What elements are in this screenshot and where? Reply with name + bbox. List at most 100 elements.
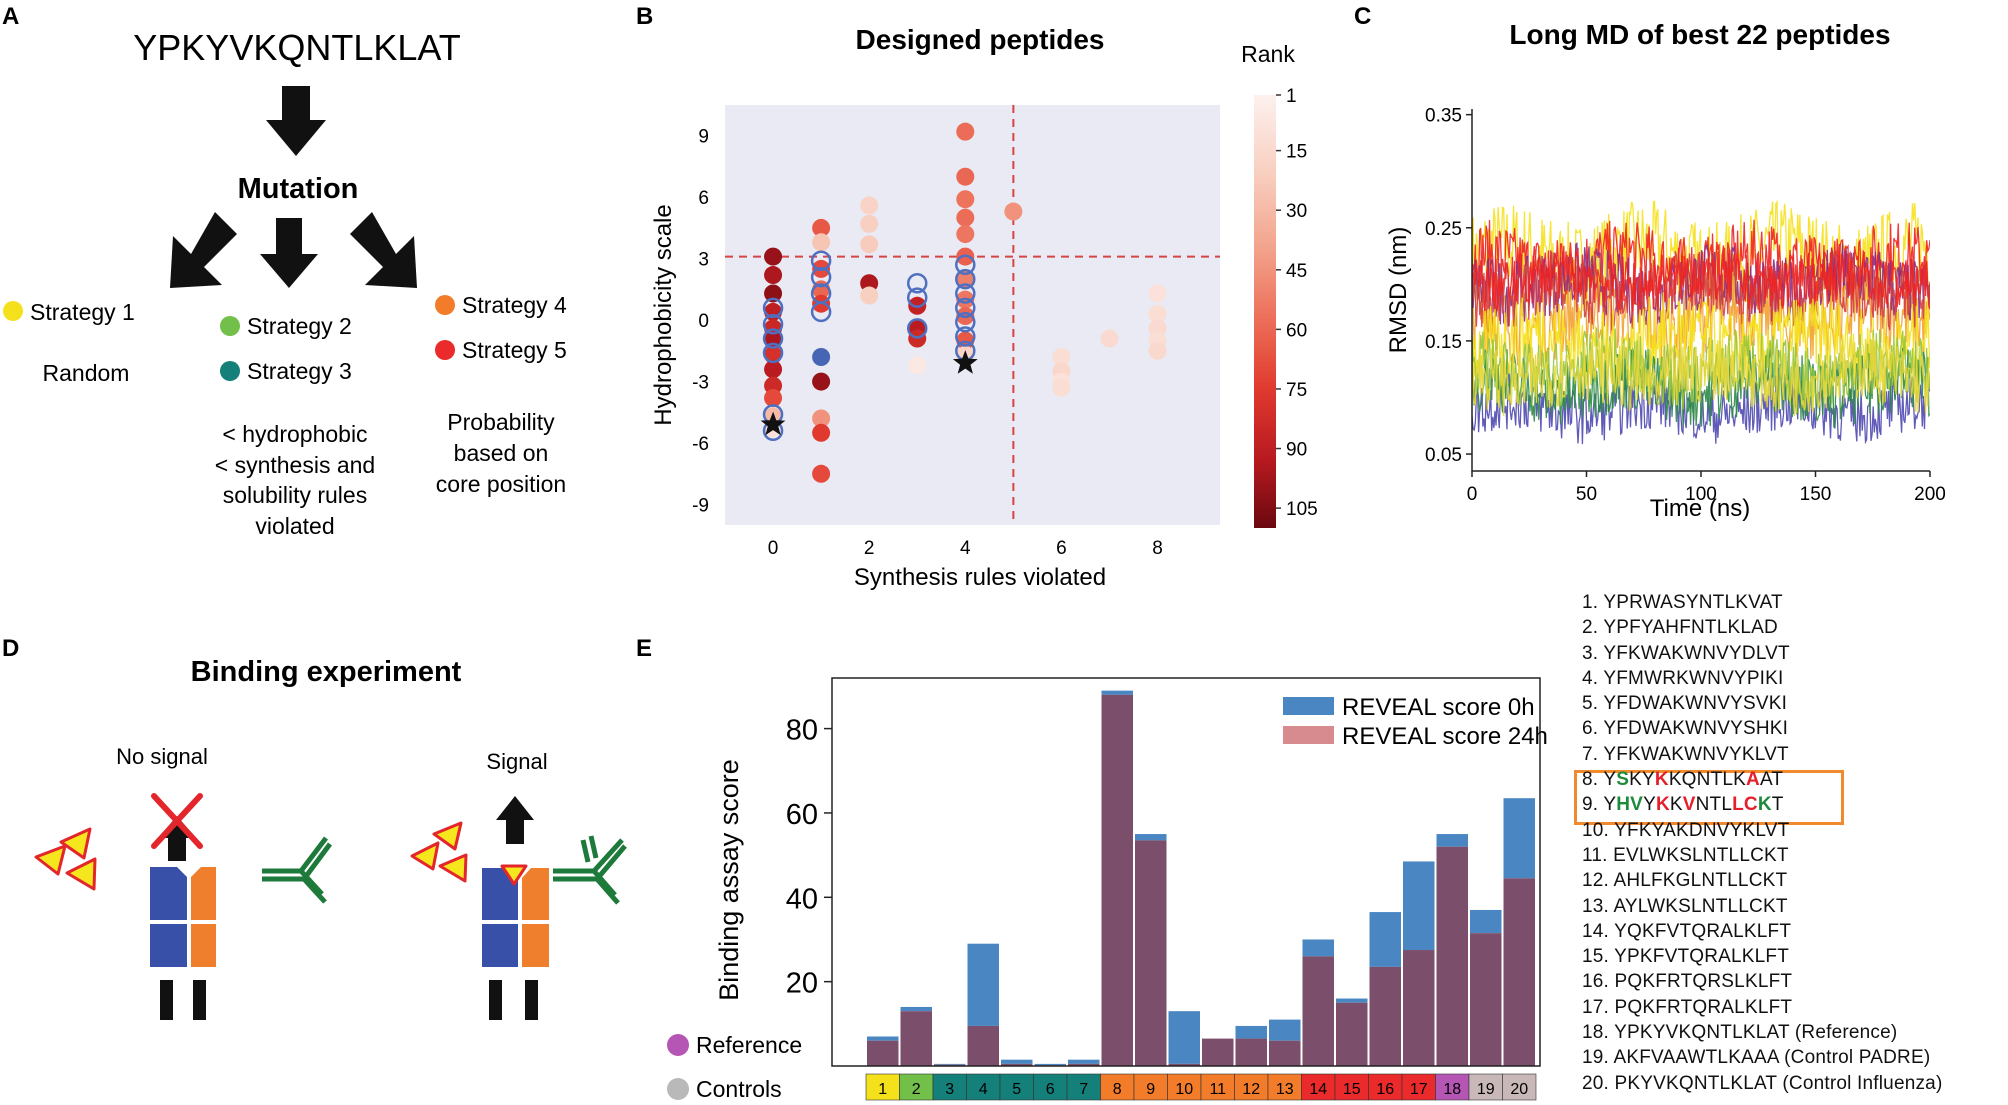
x-tick-label: 8 xyxy=(1152,538,1163,559)
category-swatch xyxy=(1200,1073,1235,1101)
probability-note-line: Probability xyxy=(447,409,555,435)
sequence-segment: 2. YPFYAHFNTLKLAD xyxy=(1582,617,1778,639)
y-tick-label: 80 xyxy=(786,715,818,747)
strategy-2-dot xyxy=(220,316,240,336)
md-x-label: Time (ns) xyxy=(1650,495,1750,522)
scatter-point xyxy=(956,270,975,289)
sequence-segment: 9. Y xyxy=(1582,794,1617,816)
category-swatch xyxy=(966,1073,1001,1101)
antibody-icon xyxy=(262,836,333,904)
y-tick-label: 9 xyxy=(698,127,709,148)
peptide-list-item: 4. YFMWRKWNVYPIKI xyxy=(1582,666,2008,691)
panel-letter-c: C xyxy=(1354,3,1371,30)
category-swatch xyxy=(932,1073,967,1101)
md-series-line xyxy=(1472,243,1930,314)
sequence-segment: 3. YFKWAKWNVYDLVT xyxy=(1582,642,1790,664)
probability-note: Probability based on core position xyxy=(436,409,566,497)
scatter-point-open xyxy=(955,254,976,276)
category-label: 5 xyxy=(1012,1081,1021,1098)
bar-segment xyxy=(1369,912,1401,967)
category-label: 7 xyxy=(1079,1081,1088,1098)
sequence-segment: LC xyxy=(1732,794,1758,816)
scatter-point-open xyxy=(906,318,928,339)
bar-overlap xyxy=(967,1025,999,1066)
peptide-triangles-icon xyxy=(410,821,468,883)
sequence-segment: 17. PQKFRTQRALKLFT xyxy=(1582,996,1793,1018)
antibody-icon xyxy=(553,835,627,905)
reference-legend-label: Reference xyxy=(696,1032,802,1058)
star-marker xyxy=(760,411,786,436)
category-swatch xyxy=(1267,1073,1302,1101)
colorbar-tick-label: 90 xyxy=(1286,440,1307,461)
bar-overlap xyxy=(1470,933,1502,1066)
sequence-segment: 7. YFKWAKWNVYKLVT xyxy=(1582,743,1789,765)
sequence-segment: HV xyxy=(1616,794,1644,816)
scatter-point xyxy=(764,388,783,407)
assay-bars xyxy=(867,690,1535,1066)
y-tick-label: 3 xyxy=(698,250,709,271)
scatter-point-open xyxy=(955,326,976,347)
sequence-segment: K xyxy=(1669,794,1683,816)
strategy-1-label: Strategy 1 xyxy=(30,299,135,325)
colorbar-tick-label: 45 xyxy=(1286,261,1307,282)
legend-label-24h: REVEAL score 24h xyxy=(1342,723,1548,750)
scatter-y-ticks: -9 -6 -3 0 3 6 9 xyxy=(692,127,709,517)
scatter-point xyxy=(956,208,975,227)
probability-note-line: based on xyxy=(454,440,549,466)
peptide-list-item: 7. YFKWAKWNVYKLVT xyxy=(1582,742,2008,767)
bar-segment xyxy=(1101,690,1133,695)
sequence-segment: K xyxy=(1654,769,1669,791)
scatter-point xyxy=(812,233,831,252)
peptide-list-item: 5. YFDWAKWNVYSVKI xyxy=(1582,691,2008,716)
mutation-label: Mutation xyxy=(238,173,359,205)
y-tick-label: 0 xyxy=(698,311,709,332)
scatter-point xyxy=(812,409,831,428)
highlight-box xyxy=(1574,770,1844,825)
category-swatch xyxy=(1502,1073,1537,1101)
category-label: 12 xyxy=(1242,1081,1260,1098)
scatter-point xyxy=(860,235,879,254)
panel-c: Long MD of best 22 peptides 0.05 0.15 0.25… xyxy=(1385,19,1946,522)
colorbar-tick-label: 75 xyxy=(1286,380,1307,401)
scatter-point xyxy=(956,190,975,209)
bar-overlap xyxy=(1068,1063,1100,1066)
colorbar-tick-label: 30 xyxy=(1286,201,1307,222)
y-tick-label: 6 xyxy=(698,188,709,209)
sequence-segment: S xyxy=(1616,769,1630,791)
bar-overlap xyxy=(867,1040,899,1066)
legend-swatch-0h xyxy=(1283,697,1334,715)
bar-segment xyxy=(934,1063,966,1065)
category-label: 18 xyxy=(1443,1081,1461,1098)
scatter-point xyxy=(1148,304,1167,323)
scatter-point xyxy=(860,286,879,305)
panel-letter-d: D xyxy=(2,635,19,662)
assay-axes xyxy=(831,677,1541,1067)
bar-segment xyxy=(1235,1025,1267,1039)
bar-overlap xyxy=(1302,956,1334,1066)
scatter-point xyxy=(860,196,879,215)
peptide-list-item: 18. YPKYVKQNTLKLAT (Reference) xyxy=(1582,1020,2008,1045)
strategy-5-dot xyxy=(435,340,455,360)
binding-experiment-title: Binding experiment xyxy=(191,656,462,688)
colorbar-label: Rank xyxy=(1241,41,1295,67)
category-label: 20 xyxy=(1510,1081,1528,1098)
y-tick-label: 0.15 xyxy=(1425,332,1462,353)
scatter-x-label: Synthesis rules violated xyxy=(854,564,1106,591)
bar-overlap xyxy=(1503,878,1535,1066)
scatter-points xyxy=(760,122,1167,483)
scatter-point xyxy=(1100,329,1119,348)
hydrophobic-note-line: solubility rules xyxy=(223,482,367,508)
mhc-molecule-icon xyxy=(482,864,549,1020)
legend-swatch-24h xyxy=(1283,726,1334,744)
bar-segment xyxy=(1403,861,1435,951)
category-swatch xyxy=(865,1073,900,1101)
peptide-list-item: 2. YPFYAHFNTLKLAD xyxy=(1582,615,2008,640)
bar-segment xyxy=(1001,1059,1033,1064)
peptide-list-item: 16. PQKFRTQRSLKLFT xyxy=(1582,969,2008,994)
category-label: 3 xyxy=(945,1081,954,1098)
peptide-list-item: 14. YQKFVTQRALKLFT xyxy=(1582,919,2008,944)
assay-y-ticks: 20 40 60 80 xyxy=(786,715,832,1000)
x-tick-label: 150 xyxy=(1800,484,1832,505)
hydrophobic-note-line: violated xyxy=(255,513,334,539)
